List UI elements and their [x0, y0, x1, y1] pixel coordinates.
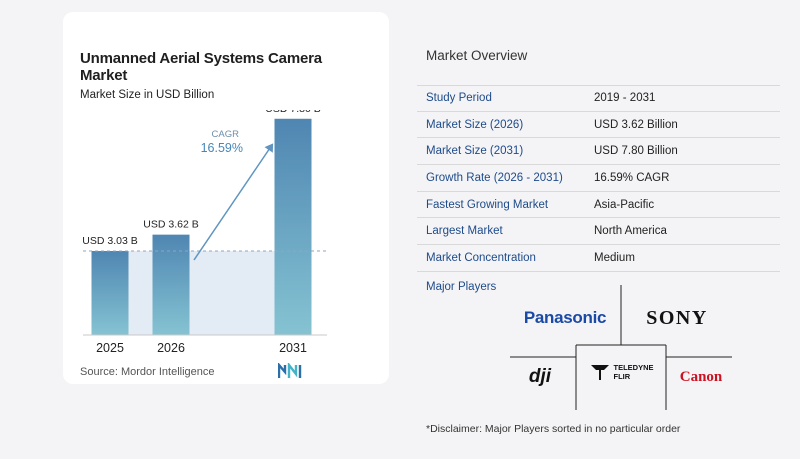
overview-label: Largest Market: [426, 225, 503, 238]
sony-logo: SONY: [646, 306, 708, 329]
overview-value: Asia-Pacific: [594, 198, 655, 211]
overview-row: Largest Market North America: [417, 218, 780, 246]
value-label-2026: USD 3.62 B: [143, 219, 198, 231]
mordor-intelligence-logo-icon: [278, 363, 302, 378]
major-players-logos: Panasonic SONY dji TELEDYNE FLIR Canon: [510, 285, 732, 410]
major-players-label: Major Players: [426, 280, 497, 293]
tick-label-2026: 2026: [157, 341, 185, 355]
chart-source: Source: Mordor Intelligence: [80, 366, 215, 378]
cagr-label: CAGR: [212, 129, 240, 140]
bar-2025: [91, 251, 129, 335]
panasonic-logo: Panasonic: [523, 308, 607, 327]
overview-value: Medium: [594, 251, 635, 264]
overview-value: 2019 - 2031: [594, 92, 656, 105]
logo-grid-lines: [510, 285, 732, 410]
market-overview-table: Study Period 2019 - 2031 Market Size (20…: [417, 85, 780, 302]
bar-chart: USD 3.03 B USD 3.62 B USD 7.80 B 2025 2026 20…: [82, 110, 327, 355]
chart-title: Unmanned Aerial Systems Camera Market: [80, 50, 322, 84]
flir-logo-text: FLIR: [613, 372, 631, 381]
bar-2031: [274, 118, 312, 335]
market-overview-title: Market Overview: [426, 48, 528, 63]
overview-row: Market Size (2031) USD 7.80 Billion: [417, 138, 780, 166]
overview-label: Study Period: [426, 92, 492, 105]
overview-value: USD 3.62 Billion: [594, 118, 678, 131]
reference-band: [110, 251, 293, 335]
teledyne-flir-logo: TELEDYNE FLIR: [578, 347, 666, 397]
overview-value: USD 7.80 Billion: [594, 145, 678, 158]
tick-label-2031: 2031: [279, 341, 307, 355]
value-label-2025: USD 3.03 B: [82, 235, 137, 247]
cagr-value: 16.59%: [201, 141, 243, 155]
teledyne-logo-text: TELEDYNE: [613, 363, 654, 372]
cagr-arrow: [193, 143, 274, 261]
chart-subtitle: Market Size in USD Billion: [80, 89, 215, 101]
value-label-2031: USD 7.80 B: [265, 110, 320, 115]
overview-label: Market Concentration: [426, 251, 536, 264]
overview-label: Fastest Growing Market: [426, 198, 549, 211]
teledyne-mark-icon: [591, 365, 610, 380]
overview-row: Growth Rate (2026 - 2031) 16.59% CAGR: [417, 165, 780, 192]
overview-value: North America: [594, 225, 667, 238]
overview-label: Growth Rate (2026 - 2031): [426, 171, 563, 184]
overview-row: Fastest Growing Market Asia-Pacific: [417, 192, 780, 219]
dji-logo: dji: [528, 366, 552, 387]
disclaimer: *Disclaimer: Major Players sorted in no …: [426, 423, 681, 435]
overview-row: Study Period 2019 - 2031: [417, 85, 780, 112]
overview-row: Market Size (2026) USD 3.62 Billion: [417, 112, 780, 139]
tick-label-2025: 2025: [96, 341, 124, 355]
overview-row-major-players: Major Players: [417, 272, 780, 302]
overview-row: Market Concentration Medium: [417, 245, 780, 272]
canon-logo: Canon: [679, 368, 723, 385]
overview-label: Market Size (2026): [426, 118, 524, 131]
overview-value: 16.59% CAGR: [594, 171, 670, 184]
overview-label: Market Size (2031): [426, 145, 524, 158]
bar-2026: [152, 234, 190, 335]
